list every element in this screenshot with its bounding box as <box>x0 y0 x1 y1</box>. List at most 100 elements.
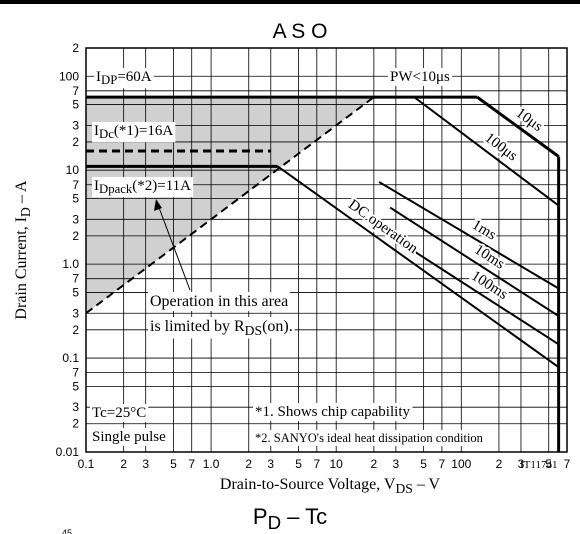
annotation-box <box>92 177 194 198</box>
y-tick-label: 5 <box>72 191 79 205</box>
annotation: IDc(*1)=16A <box>94 123 173 141</box>
annotation: IDpack(*2)=11A <box>94 178 191 196</box>
x-tick-label: 7 <box>188 457 195 471</box>
y-tick-label: 0.01 <box>56 445 80 459</box>
text-part: Single pulse <box>92 429 166 445</box>
line-label: DC operation <box>345 197 421 258</box>
page-number: 45 <box>62 528 72 534</box>
y-tick-label: 5 <box>72 379 79 393</box>
text-part: – V <box>413 476 441 493</box>
annotation-box <box>90 404 149 422</box>
annotation: *1. Shows chip capability <box>255 404 410 420</box>
limit-line <box>476 95 560 158</box>
limit-line <box>389 206 560 317</box>
annotation-box <box>148 292 291 311</box>
text-part: IT11741 <box>520 459 557 471</box>
annotation-box <box>253 430 486 446</box>
text-part: – A <box>13 180 30 207</box>
x-tick-label: 10 <box>330 457 344 471</box>
limit-line <box>389 235 560 346</box>
y-tick-label: 2 <box>72 41 79 55</box>
arrow-head <box>154 199 162 211</box>
y-tick-label: 3 <box>72 306 79 320</box>
limit-line <box>378 181 560 290</box>
y-tick-label: 10 <box>66 163 80 177</box>
x-tick-label: 3 <box>518 457 525 471</box>
limit-line <box>85 96 375 315</box>
text-part: DP <box>101 73 117 87</box>
x-tick-label: 1.0 <box>203 457 220 471</box>
text-part: I <box>94 123 99 139</box>
y-tick-label: 2 <box>72 417 79 431</box>
annotation: IDP=60A <box>96 69 152 87</box>
top-rule <box>0 0 580 4</box>
y-tick-label: 7 <box>72 272 79 286</box>
limit-line <box>276 165 560 368</box>
x-tick-label: 5 <box>420 457 427 471</box>
x-tick-label: 3 <box>267 457 274 471</box>
x-tick-label: 7 <box>439 457 446 471</box>
annotation: IT11741 <box>520 459 557 471</box>
text-part: (on). <box>262 318 293 335</box>
line-label: 1ms <box>469 217 499 244</box>
text-part: Tc=25°C <box>92 405 146 421</box>
x-tick-label: 3 <box>142 457 149 471</box>
y-axis-label: Drain Current, ID – A <box>13 180 33 320</box>
y-tick-label: 0.1 <box>62 351 79 365</box>
y-tick-label: 5 <box>72 98 79 112</box>
text-part: PW<10μs <box>390 69 450 85</box>
annotation-box <box>90 428 169 446</box>
text-part: *1. Shows chip capability <box>255 404 410 420</box>
text-part: Dpack <box>99 182 133 196</box>
text-part: DS <box>245 323 262 338</box>
x-tick-label: 5 <box>545 457 552 471</box>
y-tick-label: 100 <box>59 69 79 83</box>
line-label: 10μs <box>513 105 546 135</box>
limit-line <box>413 96 560 207</box>
annotation-box <box>388 68 453 86</box>
y-tick-label: 3 <box>72 212 79 226</box>
next-chart-title: PD – Tc <box>253 504 327 533</box>
line-label: 100μs <box>481 130 520 165</box>
x-tick-label: 100 <box>451 457 471 471</box>
x-tick-label: 5 <box>170 457 177 471</box>
chart-title: A S O <box>273 20 328 43</box>
text-part: =60A <box>117 69 151 85</box>
text-part: Drain Current, I <box>13 217 30 320</box>
x-tick-label: 2 <box>496 457 503 471</box>
annotation: *2. SANYO's ideal heat dissipation condi… <box>255 431 484 445</box>
y-tick-label: 1.0 <box>62 257 79 271</box>
text-part: Dc <box>99 127 114 141</box>
x-tick-label: 2 <box>371 457 378 471</box>
text-part: *2. SANYO's ideal heat dissipation condi… <box>255 431 484 445</box>
y-tick-label: 5 <box>72 285 79 299</box>
x-tick-label: 3 <box>393 457 400 471</box>
line-label: 100ms <box>468 268 510 303</box>
text-part: DS <box>395 481 412 496</box>
text-part: (*2)=11A <box>132 178 191 194</box>
y-tick-label: 2 <box>72 229 79 243</box>
y-tick-label: 7 <box>72 366 79 380</box>
annotation-box <box>253 403 413 421</box>
text-part: D <box>18 207 33 217</box>
x-tick-label: 0.1 <box>78 457 95 471</box>
annotation: Operation in this area <box>150 293 288 310</box>
x-tick-label: 5 <box>295 457 302 471</box>
arrow <box>157 204 191 291</box>
text-part: P <box>253 504 268 529</box>
text-part: Operation in this area <box>150 293 288 310</box>
y-tick-label: 3 <box>72 400 79 414</box>
x-tick-label: 2 <box>245 457 252 471</box>
annotation: is limited by RDS(on). <box>150 318 293 338</box>
annotation-box <box>92 122 176 143</box>
plot-frame <box>85 47 568 453</box>
y-tick-label: 2 <box>72 323 79 337</box>
y-tick-label: 7 <box>72 178 79 192</box>
x-tick-label: 7 <box>313 457 320 471</box>
text-part: (*1)=16A <box>114 123 173 139</box>
annotation: Tc=25°C <box>92 405 146 421</box>
x-tick-label: 7 <box>564 457 571 471</box>
x-axis-label: Drain-to-Source Voltage, VDS – V <box>220 476 441 496</box>
y-tick-label: 2 <box>72 135 79 149</box>
